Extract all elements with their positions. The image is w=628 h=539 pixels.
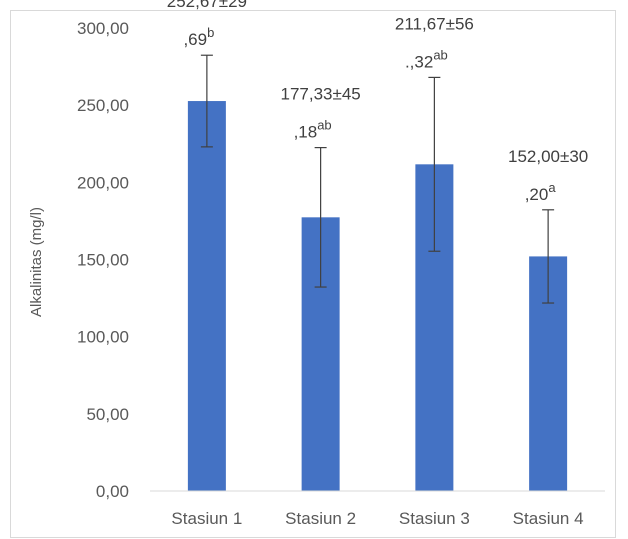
data-label-line2: ,20a [525,180,557,204]
x-tick-label: Stasiun 3 [399,509,470,528]
chart-area [10,10,616,538]
y-tick-label: 150,00 [77,251,129,270]
error-bar [542,209,555,304]
error-bar [200,54,213,148]
y-tick-label: 50,00 [86,405,129,424]
error-bar [428,76,441,252]
y-tick-label: 100,00 [77,328,129,347]
data-label-line2: ,69b [183,25,214,49]
data-label: 177,33±45 [281,85,361,104]
x-tick-label: Stasiun 2 [285,509,356,528]
data-label-line2: .,32ab [405,47,448,71]
y-tick-label: 300,00 [77,19,129,38]
error-bar [314,146,327,288]
data-label: 152,00±30 [508,147,588,166]
y-tick-label: 250,00 [77,96,129,115]
data-label-line2: ,18ab [294,118,332,142]
x-tick-label: Stasiun 4 [513,509,584,528]
y-tick-label: 0,00 [96,482,129,501]
data-label: 252,67±29 [167,0,247,11]
y-axis-label: Alkalinitas (mg/l) [28,207,45,317]
x-tick-label: Stasiun 1 [171,509,242,528]
bar [187,101,226,492]
data-label: 211,67±56 [395,14,474,33]
y-tick-label: 200,00 [77,173,129,192]
